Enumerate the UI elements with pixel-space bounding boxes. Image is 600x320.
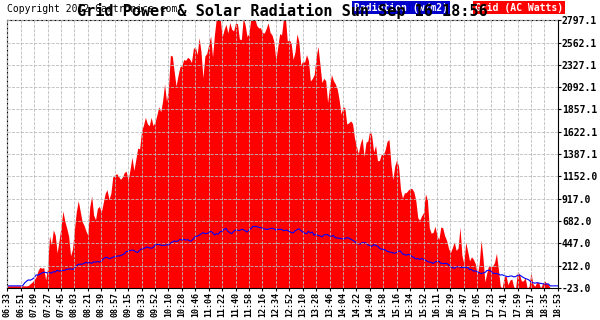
Text: Grid (AC Watts): Grid (AC Watts) — [475, 3, 563, 12]
Text: Radiation (w/m2): Radiation (w/m2) — [354, 3, 448, 12]
Title: Grid Power & Solar Radiation Sun Sep 16 18:56: Grid Power & Solar Radiation Sun Sep 16 … — [77, 3, 488, 19]
Text: Copyright 2012 Cartronics.com: Copyright 2012 Cartronics.com — [7, 4, 178, 14]
